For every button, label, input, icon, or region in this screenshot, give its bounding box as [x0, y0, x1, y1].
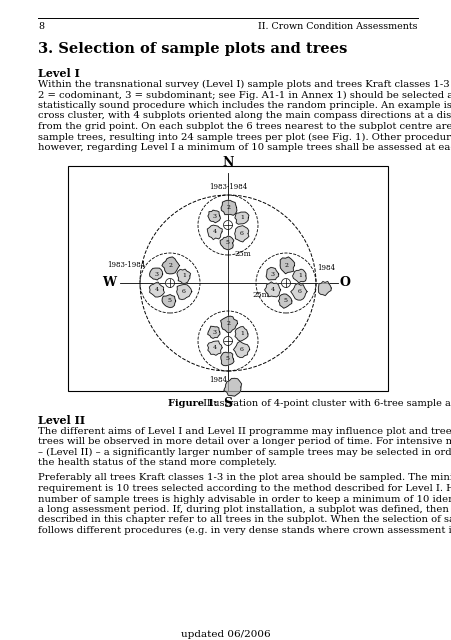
Text: number of sample trees is highly advisable in order to keep a minimum of 10 iden: number of sample trees is highly advisab… — [38, 495, 451, 504]
Text: Preferably all trees Kraft classes 1-3 in the plot area should be sampled. The m: Preferably all trees Kraft classes 1-3 i… — [38, 474, 451, 483]
Circle shape — [281, 278, 290, 287]
Polygon shape — [266, 268, 278, 280]
Polygon shape — [264, 282, 280, 297]
Text: 1: 1 — [239, 216, 244, 220]
Text: 25m: 25m — [252, 291, 269, 299]
Text: 3. Selection of sample plots and trees: 3. Selection of sample plots and trees — [38, 42, 347, 56]
Text: the health status of the stand more completely.: the health status of the stand more comp… — [38, 458, 276, 467]
Text: 3: 3 — [270, 271, 274, 276]
Text: 2: 2 — [284, 263, 288, 268]
Polygon shape — [207, 326, 220, 339]
Text: requirement is 10 trees selected according to the method described for Level I. : requirement is 10 trees selected accordi… — [38, 484, 451, 493]
Text: 2: 2 — [226, 205, 230, 210]
Polygon shape — [149, 282, 164, 297]
Polygon shape — [318, 282, 331, 296]
Text: W: W — [102, 276, 116, 289]
Polygon shape — [292, 269, 306, 283]
Circle shape — [223, 221, 232, 230]
Text: O: O — [339, 276, 350, 289]
Text: 2 = codominant, 3 = subdominant; see Fig. A1-1 in Annex 1) should be selected ac: 2 = codominant, 3 = subdominant; see Fig… — [38, 90, 451, 100]
Polygon shape — [223, 378, 241, 396]
Polygon shape — [234, 226, 249, 242]
Text: The different aims of Level I and Level II programme may influence plot and tree: The different aims of Level I and Level … — [38, 426, 451, 435]
Circle shape — [223, 337, 232, 346]
Text: – (Level II) – a significantly larger number of sample trees may be selected in : – (Level II) – a significantly larger nu… — [38, 447, 451, 456]
Text: 5: 5 — [282, 298, 286, 303]
Text: Level II: Level II — [38, 415, 85, 426]
Text: statistically sound procedure which includes the random principle. An example is: statistically sound procedure which incl… — [38, 101, 451, 110]
Text: Figure 1:: Figure 1: — [168, 399, 217, 408]
Text: 1983-1984: 1983-1984 — [208, 183, 247, 191]
Text: 5: 5 — [225, 241, 229, 246]
Polygon shape — [220, 352, 234, 365]
Text: 2: 2 — [169, 263, 173, 268]
Polygon shape — [278, 294, 291, 308]
Text: II. Crown Condition Assessments: II. Crown Condition Assessments — [258, 22, 417, 31]
Text: 3: 3 — [212, 330, 216, 335]
Text: cross cluster, with 4 subplots oriented along the main compass directions at a d: cross cluster, with 4 subplots oriented … — [38, 111, 451, 120]
Text: 6: 6 — [181, 289, 185, 294]
Text: 6: 6 — [239, 347, 243, 352]
Text: 4: 4 — [212, 229, 216, 234]
Text: 5: 5 — [225, 356, 229, 362]
Bar — [68, 166, 387, 390]
Text: 5: 5 — [167, 298, 170, 303]
Polygon shape — [161, 257, 179, 274]
Text: N: N — [222, 156, 233, 169]
Text: 4: 4 — [212, 346, 216, 350]
Text: 1: 1 — [297, 273, 301, 278]
Polygon shape — [220, 316, 237, 332]
Text: 1984: 1984 — [316, 264, 334, 272]
Text: 4: 4 — [154, 287, 158, 292]
Polygon shape — [176, 269, 190, 284]
Text: 3: 3 — [154, 271, 158, 276]
Polygon shape — [207, 225, 222, 239]
Text: 2: 2 — [226, 321, 230, 326]
Polygon shape — [207, 210, 220, 223]
Polygon shape — [176, 284, 191, 300]
Text: 8: 8 — [38, 22, 44, 31]
Text: trees will be observed in more detail over a longer period of time. For intensiv: trees will be observed in more detail ov… — [38, 437, 451, 446]
Polygon shape — [221, 200, 236, 215]
Text: however, regarding Level I a minimum of 10 sample trees shall be assessed at eac: however, regarding Level I a minimum of … — [38, 143, 451, 152]
Text: follows different procedures (e.g. in very dense stands where crown assessment i: follows different procedures (e.g. in ve… — [38, 526, 451, 535]
Text: from the grid point. On each subplot the 6 trees nearest to the subplot centre a: from the grid point. On each subplot the… — [38, 122, 451, 131]
Polygon shape — [235, 326, 248, 341]
Text: 1: 1 — [239, 332, 244, 337]
Text: 1984: 1984 — [208, 376, 226, 384]
Text: sample trees, resulting into 24 sample trees per plot (see Fig. 1). Other proced: sample trees, resulting into 24 sample t… — [38, 132, 451, 141]
Polygon shape — [235, 212, 249, 224]
Text: Illustration of 4-point cluster with 6-tree sample and sample tree replacement: Illustration of 4-point cluster with 6-t… — [199, 399, 451, 408]
Circle shape — [165, 278, 174, 287]
Text: S: S — [223, 397, 232, 410]
Text: 1983-1984: 1983-1984 — [106, 261, 145, 269]
Text: Level I: Level I — [38, 68, 80, 79]
Text: 4: 4 — [270, 287, 274, 292]
Polygon shape — [220, 236, 233, 250]
Polygon shape — [280, 257, 294, 274]
Text: described in this chapter refer to all trees in the subplot. When the selection : described in this chapter refer to all t… — [38, 515, 451, 525]
Text: 6: 6 — [297, 289, 301, 294]
Polygon shape — [290, 284, 306, 300]
Polygon shape — [149, 268, 162, 280]
Polygon shape — [207, 341, 221, 355]
Text: 25m: 25m — [234, 250, 250, 258]
Polygon shape — [162, 294, 175, 308]
Text: 3: 3 — [212, 214, 216, 218]
Text: Within the transnational survey (Level I) sample plots and trees Kraft classes 1: Within the transnational survey (Level I… — [38, 80, 451, 89]
Text: a long assessment period. If, during plot installation, a subplot was defined, t: a long assessment period. If, during plo… — [38, 505, 451, 514]
Polygon shape — [233, 341, 249, 358]
Text: 6: 6 — [239, 231, 243, 236]
Text: 1: 1 — [181, 273, 185, 278]
Text: updated 06/2006: updated 06/2006 — [181, 630, 270, 639]
